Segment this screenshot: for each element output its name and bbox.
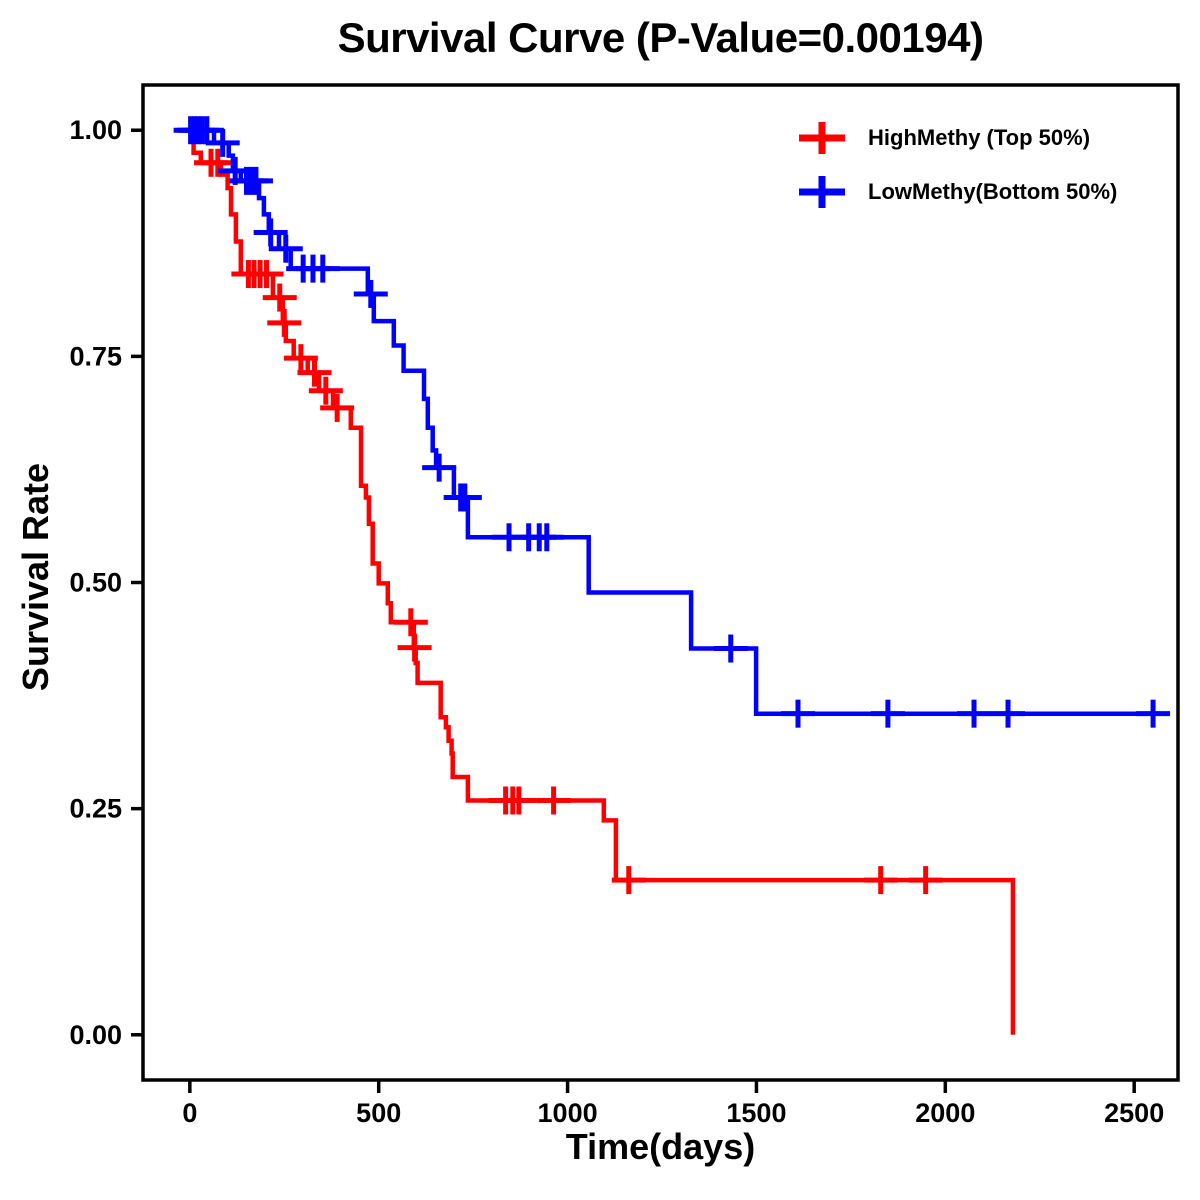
- x-tick-label: 2500: [1104, 1098, 1164, 1128]
- plus-marker-icon: [799, 176, 845, 208]
- y-tick-label: 0.25: [69, 794, 122, 824]
- y-tick-label: 0.50: [69, 568, 122, 598]
- y-axis-label: Survival Rate: [15, 462, 56, 692]
- x-tick-label: 0: [182, 1098, 197, 1128]
- x-axis-label: Time(days): [565, 1126, 756, 1167]
- y-tick-label: 0.75: [69, 341, 122, 371]
- y-tick-label: 1.00: [69, 115, 122, 145]
- plot-panel-border: [141, 83, 1180, 1082]
- chart-title: Survival Curve (P-Value=0.00194): [337, 14, 984, 61]
- x-tick-label: 500: [356, 1098, 401, 1128]
- x-tick-label: 2000: [915, 1098, 975, 1128]
- survival-curve-lowmethy-bottom-50: [180, 127, 1166, 716]
- y-tick-label: 0.00: [69, 1020, 122, 1050]
- legend-item-lowmethy: LowMethy(Bottom 50%): [796, 172, 1117, 212]
- x-tick-label: 1500: [726, 1098, 786, 1128]
- legend-label-highmethy: HighMethy (Top 50%): [868, 125, 1091, 150]
- x-tick-label: 1000: [538, 1098, 598, 1128]
- survival-curve-highmethy-top-50: [180, 127, 1016, 1035]
- legend-item-highmethy: HighMethy (Top 50%): [796, 118, 1117, 158]
- legend: HighMethy (Top 50%) LowMethy(Bottom 50%): [796, 118, 1117, 212]
- plus-marker-icon: [799, 122, 845, 154]
- legend-label-lowmethy: LowMethy(Bottom 50%): [868, 179, 1118, 204]
